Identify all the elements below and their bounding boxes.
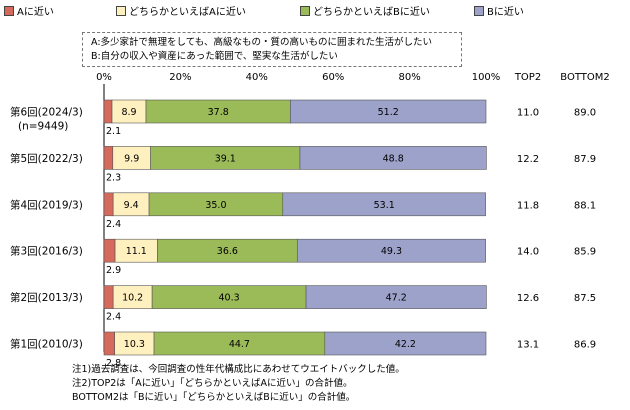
data-label: 39.1 — [215, 153, 236, 164]
data-label: 8.9 — [121, 107, 136, 118]
bottom2-value: 87.5 — [574, 293, 596, 304]
data-label: 2.4 — [106, 312, 121, 323]
x-tick-label: 20% — [169, 72, 191, 83]
legend-swatch-b — [474, 6, 484, 16]
bar-segment — [324, 331, 487, 356]
top2-value: 11.0 — [517, 108, 539, 119]
legend-swatch-lean-b — [300, 6, 310, 16]
footnote-3: BOTTOM2は「Bに近い」「どちらかといえばBに近い」の合計値。 — [72, 392, 356, 403]
top2-header: TOP2 — [514, 72, 541, 83]
top2-value: 14.0 — [517, 247, 539, 258]
bar-segment — [305, 285, 487, 309]
bar-segment — [103, 99, 113, 124]
legend-swatch-a — [4, 6, 14, 16]
top2-value: 12.2 — [517, 154, 539, 165]
top2-value: 11.8 — [517, 200, 539, 211]
category-label: 第1回(2010/3) — [10, 338, 83, 351]
category-label: 第6回(2024/3) — [10, 106, 83, 119]
data-label: 2.4 — [106, 219, 121, 230]
data-label: 2.1 — [106, 126, 121, 137]
top2-value: 12.6 — [517, 293, 539, 304]
legend-swatch-lean-a — [116, 6, 126, 16]
data-label: 9.4 — [124, 200, 139, 211]
data-label: 11.1 — [126, 246, 147, 257]
description-b: B:自分の収入や資産にあった範囲で、堅実な生活がしたい — [91, 51, 338, 62]
bar-segment — [103, 331, 115, 356]
category-label: 第5回(2022/3) — [10, 152, 83, 165]
bottom2-value: 88.1 — [574, 200, 596, 211]
footnote-2: 注2)TOP2は「Aに近い」「どちらかといえばAに近い」の合計値。 — [72, 378, 353, 389]
data-label: 53.1 — [374, 200, 395, 211]
bar-segment — [103, 238, 116, 263]
legend-label-b: Bに近い — [487, 7, 524, 18]
top2-value: 13.1 — [517, 340, 539, 351]
bottom2-value: 85.9 — [574, 247, 596, 258]
category-sublabel: (n=9449) — [18, 121, 68, 133]
bottom2-value: 86.9 — [574, 340, 596, 351]
data-label: 2.9 — [106, 265, 121, 276]
legend: Aに近い どちらかといえばAに近い どちらかといえばBに近い Bに近い — [0, 0, 630, 22]
bottom2-value: 87.9 — [574, 154, 596, 165]
data-label: 10.2 — [122, 293, 143, 304]
data-label: 44.7 — [229, 339, 250, 350]
legend-item-lean-a: どちらかといえばAに近い — [116, 6, 246, 19]
legend-label-lean-b: どちらかといえばBに近い — [313, 7, 430, 18]
data-label: 42.2 — [395, 339, 416, 350]
bottom2-header: BOTTOM2 — [560, 72, 609, 83]
legend-item-a: Aに近い — [4, 6, 54, 19]
data-label: 35.0 — [205, 200, 226, 211]
x-tick-label: 80% — [398, 72, 420, 83]
data-label: 2.8 — [106, 358, 121, 369]
footnotes: 注1)過去調査は、今回調査の性年代構成比にあわせてウエイトバックした値。 注2)… — [72, 363, 405, 405]
x-tick-label: 0% — [96, 72, 112, 83]
data-label: 10.3 — [124, 339, 145, 350]
footnote-1: 注1)過去調査は、今回調査の性年代構成比にあわせてウエイトバックした値。 — [72, 364, 405, 375]
bar-segment — [103, 285, 114, 309]
data-label: 37.8 — [208, 107, 229, 118]
data-label: 47.2 — [386, 293, 407, 304]
x-tick-label: 40% — [246, 72, 268, 83]
category-label: 第4回(2019/3) — [10, 198, 83, 211]
data-label: 36.6 — [217, 246, 238, 257]
bar-segment — [282, 192, 486, 217]
category-label: 第2回(2013/3) — [10, 291, 83, 304]
bar-segment — [290, 99, 487, 124]
bar-segment — [296, 238, 486, 263]
legend-item-lean-b: どちらかといえばBに近い — [300, 6, 430, 19]
description-a: A:多少家計で無理をしても、高級なもの・質の高いものに囲まれた生活がしたい — [91, 37, 432, 48]
bar-segment — [103, 146, 114, 170]
data-label: 49.3 — [381, 246, 402, 257]
category-label: 第3回(2016/3) — [10, 245, 83, 258]
legend-label-lean-a: どちらかといえばAに近い — [129, 7, 246, 18]
data-label: 9.9 — [124, 153, 139, 164]
bottom2-value: 89.0 — [574, 108, 596, 119]
legend-item-b: Bに近い — [474, 6, 524, 19]
bar-segment — [299, 146, 487, 170]
data-label: 2.3 — [106, 172, 121, 183]
legend-label-a: Aに近い — [17, 7, 54, 18]
x-tick-label: 100% — [472, 72, 501, 83]
x-tick-label: 60% — [322, 72, 344, 83]
data-label: 51.2 — [378, 107, 399, 118]
bar-segment — [103, 192, 114, 217]
data-label: 48.8 — [383, 153, 404, 164]
data-label: 40.3 — [219, 293, 240, 304]
ab-description-box: A:多少家計で無理をしても、高級なもの・質の高いものに囲まれた生活がしたい B:… — [82, 32, 462, 67]
